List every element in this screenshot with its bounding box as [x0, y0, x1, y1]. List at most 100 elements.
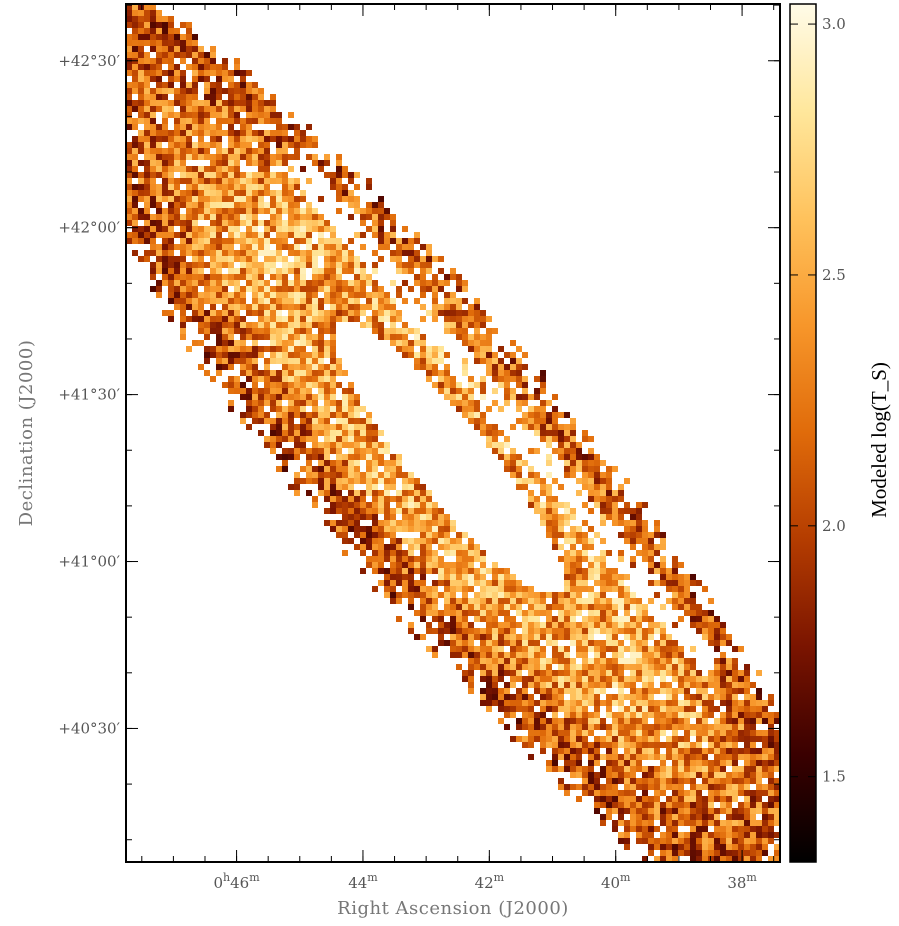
- temperature-cell: [576, 688, 582, 694]
- temperature-cell: [174, 256, 180, 262]
- temperature-cell: [480, 670, 486, 676]
- temperature-cell: [564, 592, 570, 598]
- temperature-cell: [216, 334, 222, 340]
- temperature-cell: [546, 664, 552, 670]
- temperature-cell: [738, 682, 744, 688]
- temperature-cell: [600, 580, 606, 586]
- temperature-cell: [294, 316, 300, 322]
- temperature-cell: [384, 484, 390, 490]
- temperature-cell: [624, 832, 630, 838]
- temperature-cell: [534, 604, 540, 610]
- temperature-cell: [654, 700, 660, 706]
- temperature-cell: [246, 214, 252, 220]
- temperature-cell: [270, 418, 276, 424]
- temperature-cell: [198, 136, 204, 142]
- temperature-cell: [642, 616, 648, 622]
- temperature-cell: [288, 298, 294, 304]
- temperature-cell: [318, 334, 324, 340]
- temperature-cell: [498, 430, 504, 436]
- temperature-cell: [618, 604, 624, 610]
- temperature-cell: [630, 778, 636, 784]
- temperature-cell: [636, 754, 642, 760]
- temperature-cell: [396, 562, 402, 568]
- temperature-cell: [738, 778, 744, 784]
- temperature-cell: [150, 4, 156, 10]
- temperature-cell: [204, 82, 210, 88]
- temperature-cell: [564, 682, 570, 688]
- temperature-cell: [720, 748, 726, 754]
- temperature-cell: [444, 574, 450, 580]
- temperature-cell: [390, 520, 396, 526]
- temperature-cell: [174, 202, 180, 208]
- temperature-cell: [318, 268, 324, 274]
- temperature-cell: [618, 742, 624, 748]
- temperature-cell: [528, 598, 534, 604]
- temperature-cell: [558, 592, 564, 598]
- temperature-cell: [624, 826, 630, 832]
- temperature-cell: [306, 460, 312, 466]
- temperature-cell: [504, 622, 510, 628]
- temperature-cell: [210, 88, 216, 94]
- temperature-cell: [432, 358, 438, 364]
- temperature-cell: [618, 574, 624, 580]
- temperature-cell: [522, 640, 528, 646]
- temperature-cell: [264, 370, 270, 376]
- temperature-cell: [648, 808, 654, 814]
- temperature-cell: [672, 844, 678, 850]
- temperature-cell: [486, 688, 492, 694]
- temperature-cell: [552, 718, 558, 724]
- temperature-cell: [624, 616, 630, 622]
- temperature-cell: [192, 52, 198, 58]
- temperature-cell: [348, 388, 354, 394]
- temperature-cell: [228, 178, 234, 184]
- temperature-cell: [726, 670, 732, 676]
- temperature-cell: [396, 334, 402, 340]
- temperature-cell: [600, 460, 606, 466]
- temperature-cell: [282, 352, 288, 358]
- temperature-cell: [726, 790, 732, 796]
- temperature-cell: [144, 154, 150, 160]
- temperature-cell: [264, 394, 270, 400]
- temperature-cell: [564, 676, 570, 682]
- temperature-cell: [282, 160, 288, 166]
- temperature-cell: [324, 478, 330, 484]
- temperature-cell: [282, 238, 288, 244]
- temperature-cell: [192, 202, 198, 208]
- temperature-cell: [450, 646, 456, 652]
- temperature-cell: [408, 496, 414, 502]
- temperature-cell: [648, 532, 654, 538]
- temperature-cell: [264, 322, 270, 328]
- temperature-cell: [492, 430, 498, 436]
- temperature-cell: [756, 784, 762, 790]
- temperature-cell: [402, 508, 408, 514]
- temperature-cell: [648, 820, 654, 826]
- temperature-cell: [408, 238, 414, 244]
- temperature-cell: [534, 712, 540, 718]
- temperature-cell: [744, 682, 750, 688]
- temperature-cell: [156, 94, 162, 100]
- temperature-cell: [498, 652, 504, 658]
- temperature-cell: [720, 724, 726, 730]
- temperature-cell: [498, 628, 504, 634]
- temperature-cell: [312, 160, 318, 166]
- temperature-cell: [138, 4, 144, 10]
- temperature-cell: [438, 562, 444, 568]
- temperature-cell: [456, 562, 462, 568]
- temperature-cell: [582, 634, 588, 640]
- temperature-cell: [168, 106, 174, 112]
- temperature-cell: [234, 82, 240, 88]
- x-tick-label: 0h46m: [213, 871, 260, 892]
- temperature-cell: [708, 832, 714, 838]
- temperature-cell: [330, 382, 336, 388]
- temperature-cell: [402, 250, 408, 256]
- temperature-cell: [396, 316, 402, 322]
- temperature-cell: [156, 268, 162, 274]
- temperature-cell: [168, 226, 174, 232]
- temperature-cell: [558, 664, 564, 670]
- temperature-cell: [774, 832, 780, 838]
- temperature-cell: [288, 316, 294, 322]
- temperature-cell: [240, 268, 246, 274]
- temperature-cell: [438, 508, 444, 514]
- temperature-cell: [588, 622, 594, 628]
- temperature-cell: [468, 316, 474, 322]
